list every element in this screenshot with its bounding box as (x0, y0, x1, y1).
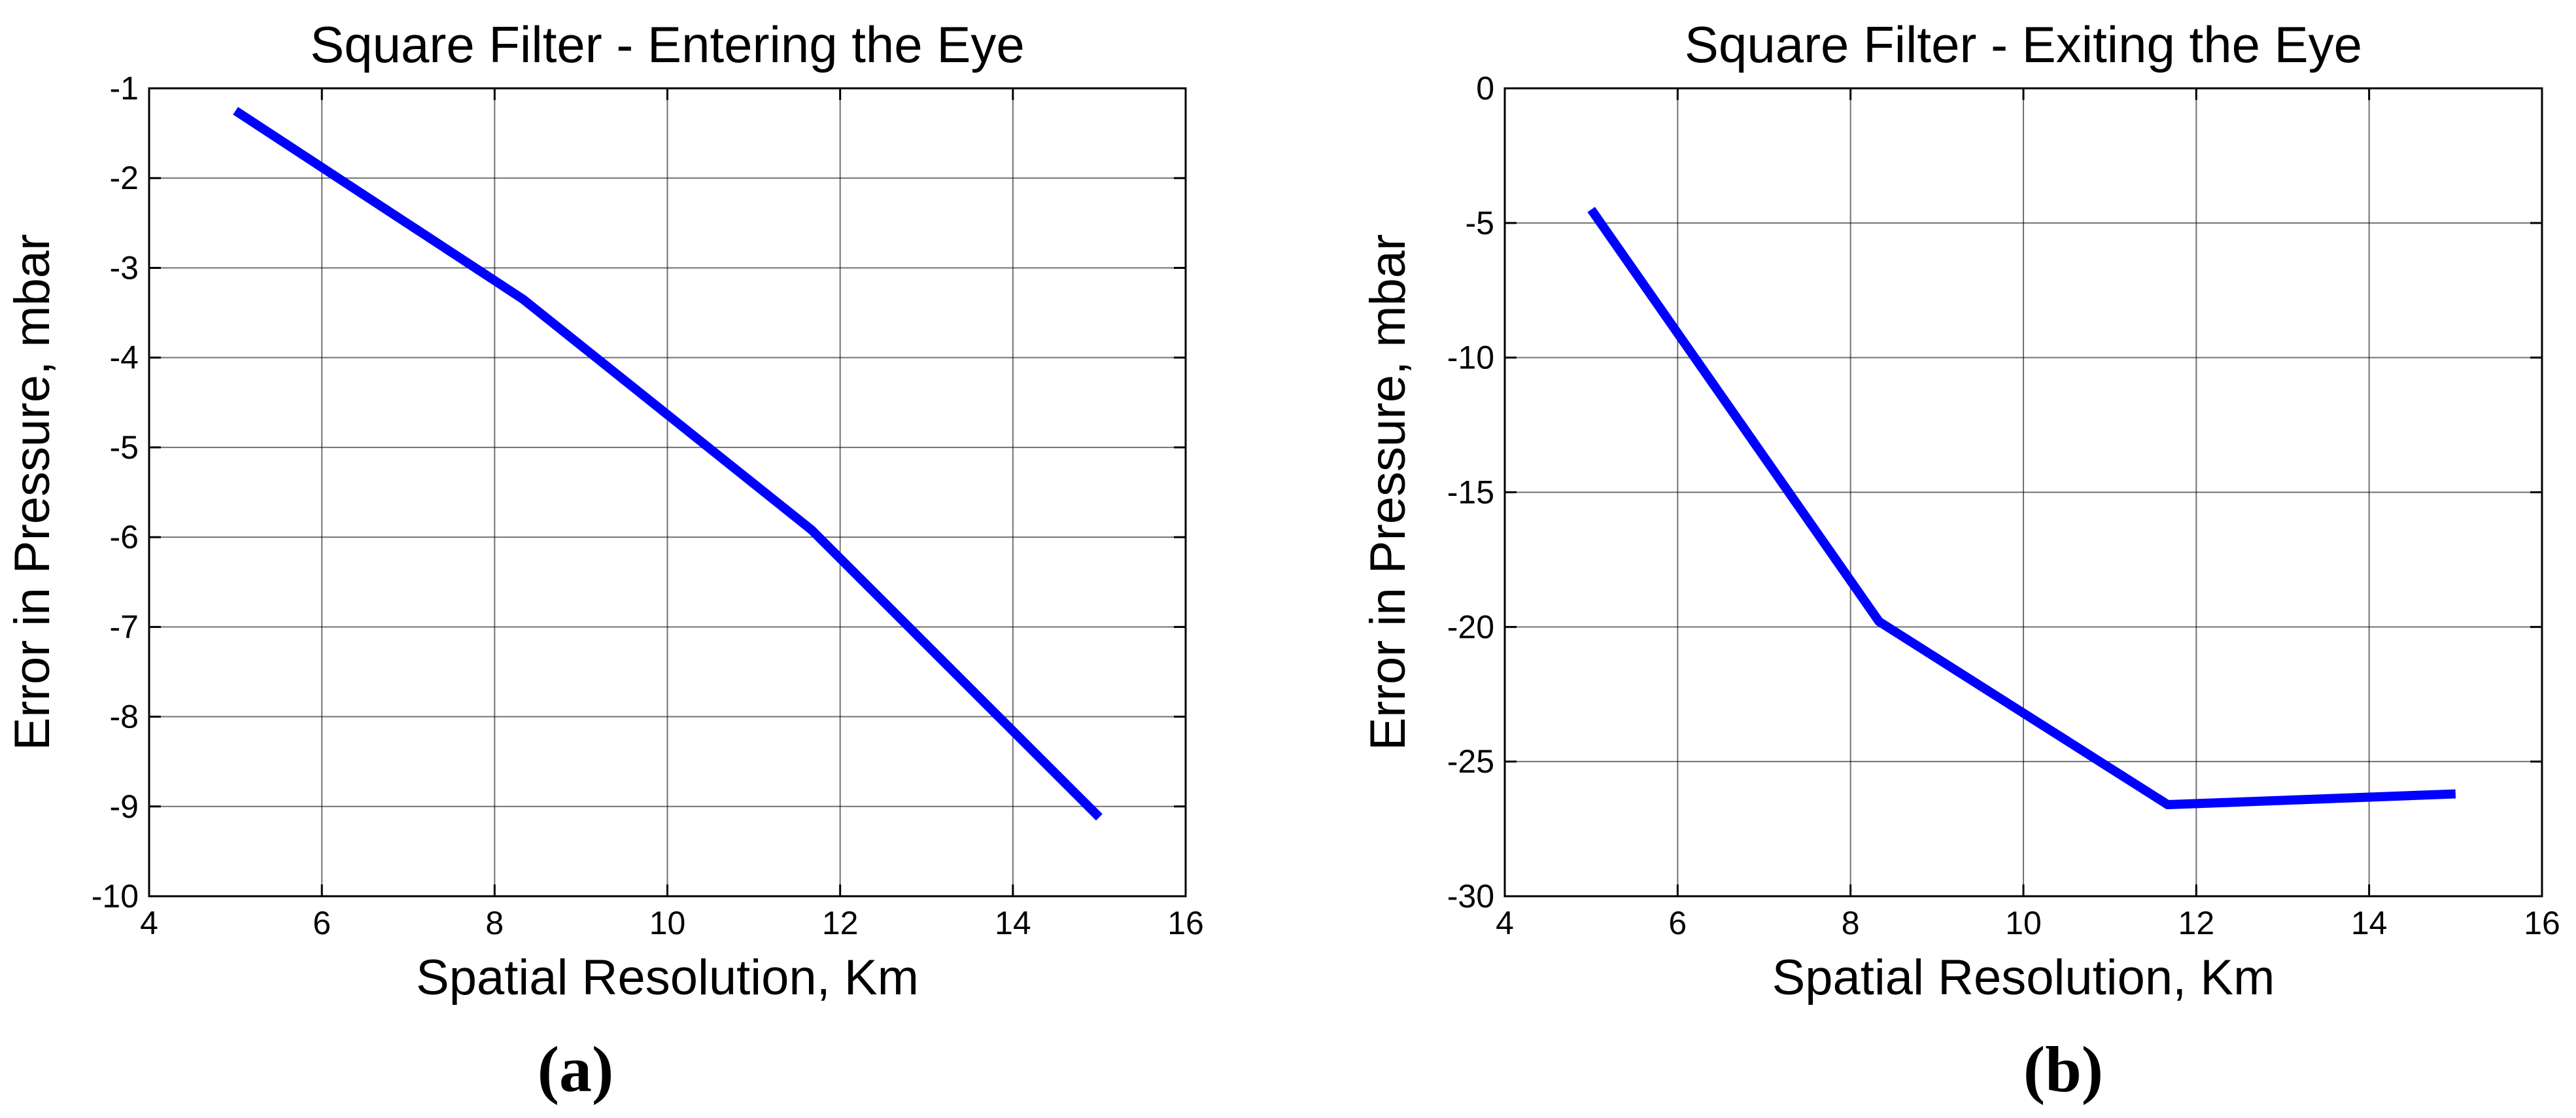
panel-b-x-tick-label: 8 (1842, 905, 1860, 941)
panel-a-y-axis-label: Error in Pressure, mbar (5, 234, 60, 751)
panel-a-x-tick-label: 14 (995, 905, 1031, 941)
panel-b-x-tick-label: 10 (2005, 905, 2042, 941)
panel-b-chart-title: Square Filter - Exiting the Eye (1685, 16, 2362, 73)
panel-a-x-axis-label: Spatial Resolution, Km (416, 950, 919, 1005)
panel-a-y-tick-label: -1 (110, 70, 139, 107)
panel-a-y-tick-label: -4 (110, 340, 139, 376)
panel-a-x-tick-label: 8 (485, 905, 504, 941)
panel-a-y-tick-label: -10 (92, 878, 139, 915)
panel-a-x-tick-label: 12 (822, 905, 859, 941)
panel-a-chart-title: Square Filter - Entering the Eye (310, 16, 1025, 73)
panel-a-y-tick-label: -3 (110, 249, 139, 286)
panel-b-y-tick-label: -15 (1447, 474, 1494, 511)
panel-b-y-tick-label: -30 (1447, 878, 1494, 915)
panel-a-y-tick-label: -5 (110, 429, 139, 466)
panel-a-y-tick-label: -8 (110, 699, 139, 735)
panel-b-x-tick-label: 6 (1668, 905, 1687, 941)
panel-b-y-axis-label: Error in Pressure, mbar (1360, 234, 1416, 751)
panel-b-y-tick-label: -5 (1466, 205, 1494, 241)
panel-a-x-tick-label: 6 (313, 905, 331, 941)
panel-b-y-tick-label: -20 (1447, 608, 1494, 645)
panel-a-axes-frame (148, 87, 1187, 898)
panel-b-x-tick-label: 4 (1496, 905, 1514, 941)
panel-b-y-tick-label: 0 (1476, 70, 1494, 107)
panel-b-x-tick-label: 12 (2178, 905, 2215, 941)
panel-a-y-tick-label: -7 (110, 608, 139, 645)
panel-b-axes-frame (1503, 87, 2543, 898)
panel-b-x-tick-label: 14 (2351, 905, 2388, 941)
panel-b-x-tick-label: 16 (2524, 905, 2560, 941)
panel-a-y-tick-label: -2 (110, 160, 139, 196)
panel-a-x-tick-label: 4 (140, 905, 158, 941)
panel-b-y-tick-label: -10 (1447, 340, 1494, 376)
panel-b-y-tick-label: -25 (1447, 743, 1494, 780)
panel-b-label: (b) (2023, 1033, 2103, 1106)
panel-a-label: (a) (538, 1033, 614, 1106)
panel-b-x-axis-label: Spatial Resolution, Km (1772, 950, 2275, 1005)
panel-a-y-tick-label: -9 (110, 788, 139, 825)
panel-a-series-line (233, 107, 1103, 821)
panel-a-x-tick-label: 10 (649, 905, 686, 941)
panel-b-series-line (1587, 207, 2456, 810)
panel-a-x-tick-label: 16 (1167, 905, 1204, 941)
panel-a-y-tick-label: -6 (110, 519, 139, 555)
